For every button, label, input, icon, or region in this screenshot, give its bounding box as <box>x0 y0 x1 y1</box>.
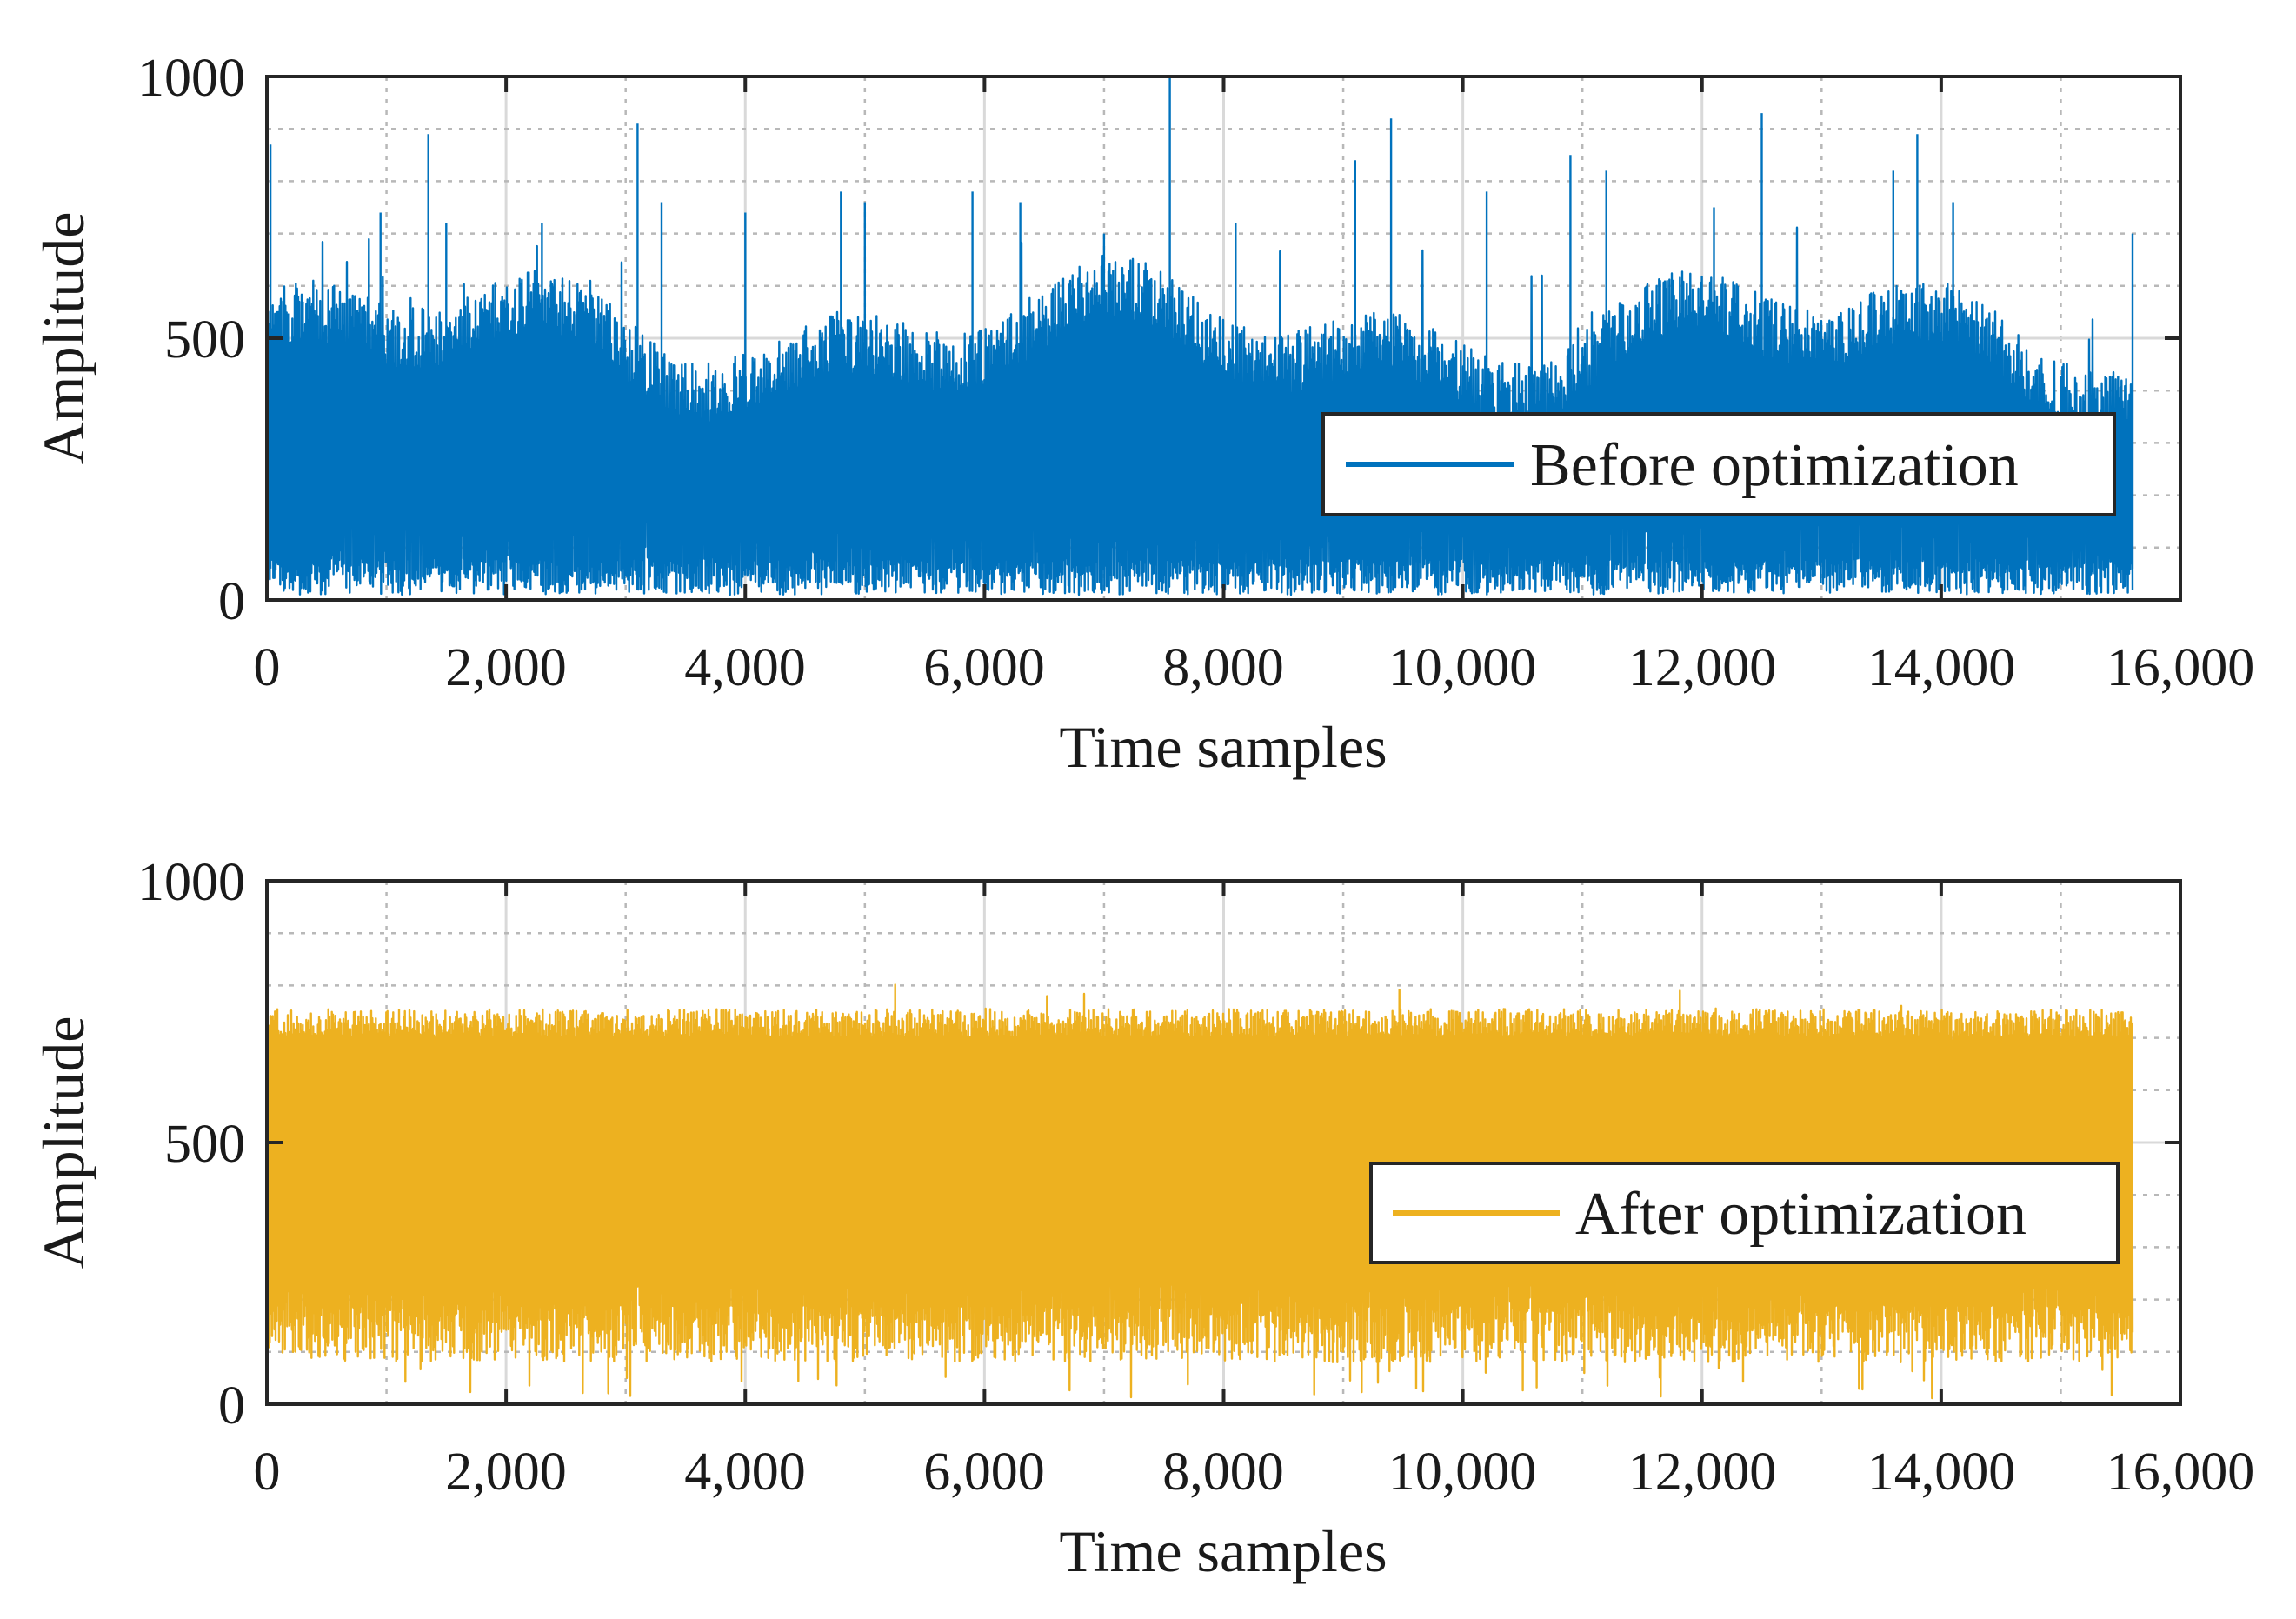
x-tick-label: 2,000 <box>445 1442 567 1502</box>
y-tick-label: 1000 <box>137 853 245 912</box>
signal-before <box>265 77 2134 596</box>
x-tick-label: 10,000 <box>1388 1442 1537 1502</box>
legend-after: After optimization <box>1369 1162 2120 1264</box>
x-tick-label: 16,000 <box>2106 638 2255 697</box>
x-axis-label: Time samples <box>1059 1518 1387 1584</box>
x-tick-label: 8,000 <box>1162 1442 1284 1502</box>
y-tick-label: 0 <box>218 1376 245 1436</box>
x-tick-label: 2,000 <box>445 638 567 697</box>
series-line <box>265 77 2134 596</box>
y-axis-label: Amplitude <box>30 1016 96 1269</box>
y-tick-label: 500 <box>164 1115 245 1174</box>
x-tick-label: 14,000 <box>1867 1442 2016 1502</box>
ticks-after <box>265 879 2182 1406</box>
y-tick-label: 1000 <box>137 49 245 108</box>
x-axis-label: Time samples <box>1059 714 1387 780</box>
x-tick-label: 4,000 <box>684 638 806 697</box>
x-tick-label: 14,000 <box>1867 638 2016 697</box>
legend-label: Before optimization <box>1530 432 2019 499</box>
x-tick-label: 12,000 <box>1628 1442 1777 1502</box>
x-tick-label: 0 <box>254 638 281 697</box>
y-tick-label: 0 <box>218 572 245 631</box>
x-tick-label: 8,000 <box>1162 638 1284 697</box>
x-tick-label: 6,000 <box>923 638 1045 697</box>
panel-before: 1000 500 0 0 2,000 4,000 6,000 8,000 10,… <box>30 49 2254 780</box>
legend-label: After optimization <box>1575 1181 2026 1248</box>
ticks-before <box>265 75 2182 602</box>
x-tick-label: 6,000 <box>923 1442 1045 1502</box>
x-tick-label: 16,000 <box>2106 1442 2255 1502</box>
x-tick-label: 12,000 <box>1628 638 1777 697</box>
y-axis-label: Amplitude <box>30 212 96 465</box>
x-tick-label: 10,000 <box>1388 638 1537 697</box>
legend-before: Before optimization <box>1321 412 2116 516</box>
x-tick-label: 4,000 <box>684 1442 806 1502</box>
y-tick-label: 500 <box>164 310 245 370</box>
x-tick-label: 0 <box>254 1442 281 1502</box>
panel-after: 1000 500 0 0 2,000 4,000 6,000 8,000 10,… <box>30 853 2254 1584</box>
